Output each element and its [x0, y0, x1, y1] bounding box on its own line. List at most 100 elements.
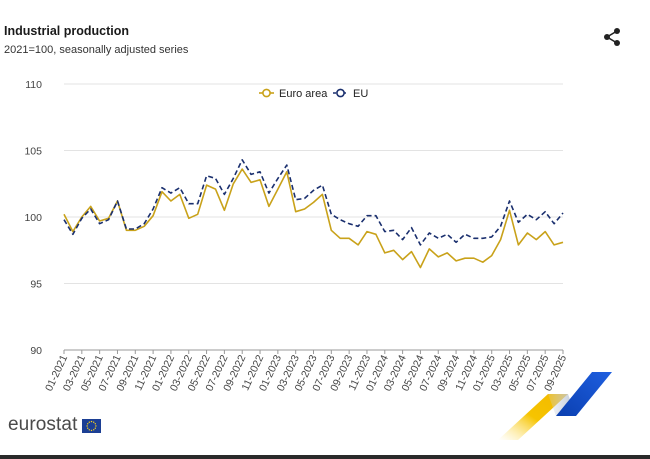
- data-point[interactable]: [400, 237, 404, 241]
- data-point[interactable]: [507, 208, 511, 212]
- data-point[interactable]: [436, 255, 440, 259]
- data-point[interactable]: [338, 218, 342, 222]
- data-point[interactable]: [276, 187, 280, 191]
- data-point[interactable]: [249, 180, 253, 184]
- data-point[interactable]: [534, 218, 538, 222]
- data-point[interactable]: [490, 235, 494, 239]
- data-point[interactable]: [498, 224, 502, 228]
- data-point[interactable]: [160, 186, 164, 190]
- data-point[interactable]: [213, 187, 217, 191]
- data-point[interactable]: [204, 174, 208, 178]
- data-point[interactable]: [196, 212, 200, 216]
- data-point[interactable]: [267, 204, 271, 208]
- data-point[interactable]: [106, 218, 110, 222]
- data-point[interactable]: [124, 227, 128, 231]
- data-point[interactable]: [516, 220, 520, 224]
- data-point[interactable]: [552, 222, 556, 226]
- data-point[interactable]: [472, 256, 476, 260]
- data-point[interactable]: [481, 260, 485, 264]
- data-point[interactable]: [374, 232, 378, 236]
- data-point[interactable]: [427, 247, 431, 251]
- data-point[interactable]: [133, 227, 137, 231]
- legend-item-euro-area[interactable]: Euro area: [279, 88, 328, 100]
- data-point[interactable]: [365, 229, 369, 233]
- data-point[interactable]: [80, 216, 84, 220]
- data-point[interactable]: [356, 243, 360, 247]
- data-point[interactable]: [490, 253, 494, 257]
- data-point[interactable]: [463, 232, 467, 236]
- series-line-euro-area[interactable]: [63, 168, 564, 269]
- data-point[interactable]: [356, 224, 360, 228]
- data-point[interactable]: [525, 231, 529, 235]
- data-point[interactable]: [445, 232, 449, 236]
- data-point[interactable]: [115, 199, 119, 203]
- data-point[interactable]: [400, 257, 404, 261]
- data-point[interactable]: [543, 229, 547, 233]
- data-point[interactable]: [240, 167, 244, 171]
- data-point[interactable]: [89, 207, 93, 211]
- data-point[interactable]: [507, 199, 511, 203]
- data-point[interactable]: [240, 158, 244, 162]
- data-point[interactable]: [258, 178, 262, 182]
- data-point[interactable]: [187, 216, 191, 220]
- data-point[interactable]: [338, 236, 342, 240]
- data-point[interactable]: [481, 236, 485, 240]
- data-point[interactable]: [454, 259, 458, 263]
- data-point[interactable]: [276, 176, 280, 180]
- data-point[interactable]: [445, 251, 449, 255]
- data-point[interactable]: [383, 251, 387, 255]
- data-point[interactable]: [196, 202, 200, 206]
- data-point[interactable]: [294, 210, 298, 214]
- data-point[interactable]: [561, 240, 565, 244]
- data-point[interactable]: [222, 192, 226, 196]
- data-point[interactable]: [454, 240, 458, 244]
- data-point[interactable]: [249, 172, 253, 176]
- data-point[interactable]: [472, 236, 476, 240]
- data-point[interactable]: [178, 192, 182, 196]
- data-point[interactable]: [222, 208, 226, 212]
- data-point[interactable]: [294, 198, 298, 202]
- data-point[interactable]: [329, 228, 333, 232]
- data-point[interactable]: [169, 199, 173, 203]
- data-point[interactable]: [543, 210, 547, 214]
- data-point[interactable]: [409, 225, 413, 229]
- data-point[interactable]: [258, 170, 262, 174]
- data-point[interactable]: [142, 222, 146, 226]
- data-point[interactable]: [97, 222, 101, 226]
- data-point[interactable]: [392, 228, 396, 232]
- legend-item-eu[interactable]: EU: [353, 88, 368, 100]
- data-point[interactable]: [311, 200, 315, 204]
- data-point[interactable]: [62, 212, 66, 216]
- data-point[interactable]: [204, 183, 208, 187]
- data-point[interactable]: [267, 191, 271, 195]
- data-point[interactable]: [427, 231, 431, 235]
- data-point[interactable]: [213, 176, 217, 180]
- data-point[interactable]: [525, 212, 529, 216]
- data-point[interactable]: [311, 188, 315, 192]
- data-point[interactable]: [302, 196, 306, 200]
- data-point[interactable]: [374, 214, 378, 218]
- data-point[interactable]: [302, 207, 306, 211]
- data-point[interactable]: [71, 232, 75, 236]
- eurostat-logo[interactable]: eurostat: [8, 414, 78, 435]
- data-point[interactable]: [231, 176, 235, 180]
- data-point[interactable]: [151, 207, 155, 211]
- data-point[interactable]: [62, 218, 66, 222]
- share-icon[interactable]: [601, 26, 623, 48]
- data-point[interactable]: [534, 237, 538, 241]
- data-point[interactable]: [392, 248, 396, 252]
- data-point[interactable]: [436, 236, 440, 240]
- data-point[interactable]: [169, 191, 173, 195]
- data-point[interactable]: [383, 229, 387, 233]
- data-point[interactable]: [418, 265, 422, 269]
- data-point[interactable]: [285, 163, 289, 167]
- data-point[interactable]: [552, 243, 556, 247]
- data-point[interactable]: [347, 236, 351, 240]
- data-point[interactable]: [561, 211, 565, 215]
- data-point[interactable]: [365, 214, 369, 218]
- data-point[interactable]: [409, 249, 413, 253]
- data-point[interactable]: [329, 212, 333, 216]
- data-point[interactable]: [320, 192, 324, 196]
- data-point[interactable]: [151, 214, 155, 218]
- data-point[interactable]: [418, 243, 422, 247]
